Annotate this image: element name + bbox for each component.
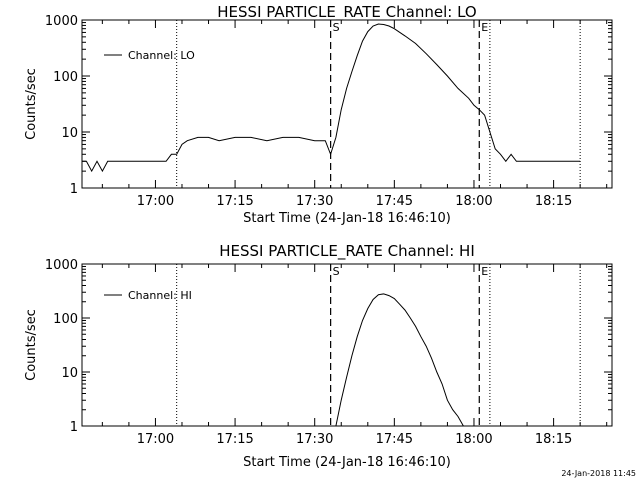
marker-label-s: S	[333, 265, 340, 278]
x-axis-label: Start Time (24-Jan-18 16:46:10)	[243, 211, 451, 226]
y-tick-label: 10	[61, 126, 78, 141]
x-tick-label: 17:30	[296, 194, 333, 209]
x-tick-label: 17:30	[296, 432, 333, 447]
plot-frame	[81, 19, 613, 189]
x-tick-label: 17:00	[137, 194, 174, 209]
legend-label: Channel: HI	[128, 289, 192, 302]
y-tick-label: 10	[61, 366, 78, 381]
x-tick-label: 17:15	[216, 432, 253, 447]
y-tick-label: 1	[70, 182, 78, 197]
x-tick-label: 18:00	[455, 432, 492, 447]
y-tick-label: 1000	[45, 14, 78, 29]
chart-title: HESSI PARTICLE_RATE Channel: LO	[217, 3, 476, 22]
legend-label: Channel: LO	[128, 49, 195, 62]
timestamp: 24-Jan-2018 11:45	[561, 469, 636, 478]
y-tick-label: 1000	[45, 258, 78, 273]
chart-title: HESSI PARTICLE_RATE Channel: HI	[219, 242, 475, 261]
plot-frame	[81, 263, 613, 427]
x-tick-label: 17:45	[376, 432, 413, 447]
x-tick-label: 18:15	[535, 194, 572, 209]
x-tick-label: 17:15	[216, 194, 253, 209]
y-axis-label: Counts/sec	[24, 309, 39, 381]
x-tick-label: 17:45	[376, 194, 413, 209]
marker-label-e: E	[481, 265, 488, 278]
y-tick-label: 100	[53, 312, 78, 327]
y-axis-label: Counts/sec	[24, 68, 39, 140]
y-tick-label: 1	[70, 420, 78, 435]
x-tick-label: 18:15	[535, 432, 572, 447]
x-tick-label: 18:00	[455, 194, 492, 209]
series-line-hi	[335, 293, 464, 427]
y-tick-label: 100	[53, 70, 78, 85]
x-tick-label: 17:00	[137, 432, 174, 447]
marker-label-e: E	[481, 21, 488, 34]
x-axis-label: Start Time (24-Jan-18 16:46:10)	[243, 455, 451, 470]
series-line-lo	[82, 23, 581, 173]
marker-label-s: S	[333, 21, 340, 34]
